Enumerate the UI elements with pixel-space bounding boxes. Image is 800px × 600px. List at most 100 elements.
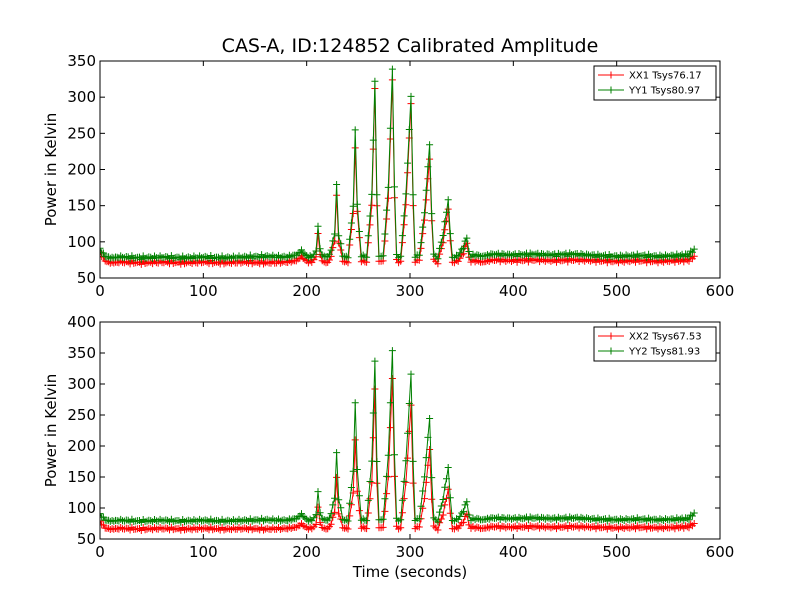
data-point: [648, 516, 656, 524]
data-point: [570, 514, 577, 522]
series-1: [100, 375, 698, 534]
data-point: [241, 516, 249, 524]
data-point: [346, 499, 354, 507]
legend: XX1 Tsys76.17 YY1 Tsys80.97: [593, 65, 717, 101]
x-tick-label: 400: [499, 543, 528, 561]
data-point: [241, 252, 249, 260]
data-point: [459, 518, 467, 526]
data-point: [329, 501, 337, 509]
data-point: [287, 525, 295, 532]
data-point: [439, 496, 447, 503]
data-point: [437, 238, 445, 246]
data-point: [379, 252, 387, 260]
data-point: [100, 521, 107, 529]
data-point: [347, 484, 355, 491]
data-point: [381, 230, 389, 238]
data-point: [373, 191, 381, 199]
data-point: [260, 526, 267, 534]
data-point: [306, 515, 314, 523]
data-point: [364, 232, 372, 240]
data-point: [465, 248, 473, 255]
x-tick-label: 300: [396, 543, 425, 561]
data-point: [524, 252, 532, 260]
data-point: [400, 221, 408, 229]
x-tick-label: 600: [706, 543, 735, 561]
data-point: [364, 496, 372, 504]
data-point: [458, 509, 466, 517]
y-tick-label: 250: [67, 124, 96, 142]
data-point: [560, 523, 568, 531]
data-point: [287, 253, 295, 261]
data-point: [369, 434, 377, 442]
data-point: [421, 209, 428, 217]
data-point: [329, 237, 337, 245]
data-point: [316, 245, 324, 253]
y-tick-label: 50: [77, 269, 96, 287]
data-point: [459, 244, 467, 252]
data-point: [388, 65, 396, 73]
data-point: [353, 466, 361, 473]
data-point: [407, 401, 415, 409]
data-point: [428, 210, 436, 218]
data-point: [459, 508, 467, 516]
data-point: [436, 519, 444, 527]
data-point: [117, 252, 125, 260]
x-tick-label: 300: [396, 282, 425, 300]
data-point: [371, 77, 379, 85]
data-point: [434, 255, 442, 263]
chart-panel-1: 0 100 200 300 400 500 600 50 100 150 200 250 300 350 P…: [42, 52, 734, 300]
y-tick-label: 300: [67, 88, 96, 106]
data-point: [325, 250, 333, 258]
data-point: [301, 250, 309, 258]
data-point: [391, 472, 398, 480]
data-point: [391, 183, 398, 191]
data-point: [683, 251, 691, 259]
x-tick-label: 500: [602, 543, 631, 561]
data-point: [421, 216, 428, 224]
data-point: [369, 409, 377, 417]
data-point: [349, 202, 357, 210]
y-tick-label: 200: [67, 437, 96, 455]
data-point: [688, 248, 696, 256]
data-point: [409, 191, 417, 199]
data-point: [398, 232, 406, 240]
data-point: [363, 517, 371, 525]
data-point: [143, 254, 151, 262]
legend-marker: [607, 347, 615, 355]
data-point: [417, 502, 425, 510]
data-point: [428, 495, 436, 503]
data-point: [314, 503, 322, 511]
data-point: [463, 498, 471, 506]
data-point: [299, 522, 307, 530]
data-point: [371, 357, 379, 365]
x-tick-label: 200: [292, 282, 321, 300]
y-tick-label: 350: [67, 52, 96, 70]
data-point: [143, 525, 151, 533]
data-point: [335, 232, 343, 240]
data-point: [312, 247, 320, 255]
data-point: [314, 222, 322, 230]
data-point: [292, 523, 300, 531]
data-point: [331, 494, 339, 502]
data-point: [214, 525, 222, 533]
data-point: [384, 183, 392, 191]
data-point: [381, 495, 389, 503]
data-point: [276, 254, 284, 262]
data-point: [353, 487, 361, 495]
data-point: [441, 218, 449, 226]
data-point: [349, 467, 357, 475]
data-point: [333, 181, 341, 188]
data-point: [443, 475, 450, 483]
data-point: [325, 514, 333, 522]
chart-panel-2: 0 100 200 300 400 500 600 50 100 150 200 250 300 350 4…: [42, 313, 734, 581]
data-point: [586, 524, 594, 532]
data-point: [327, 510, 335, 518]
data-point: [426, 415, 434, 422]
data-point: [276, 517, 284, 525]
data-point: [419, 487, 427, 495]
data-point: [260, 517, 267, 525]
data-point: [314, 488, 322, 496]
data-point: [379, 515, 387, 523]
data-point: [364, 509, 372, 517]
data-point: [329, 513, 337, 521]
